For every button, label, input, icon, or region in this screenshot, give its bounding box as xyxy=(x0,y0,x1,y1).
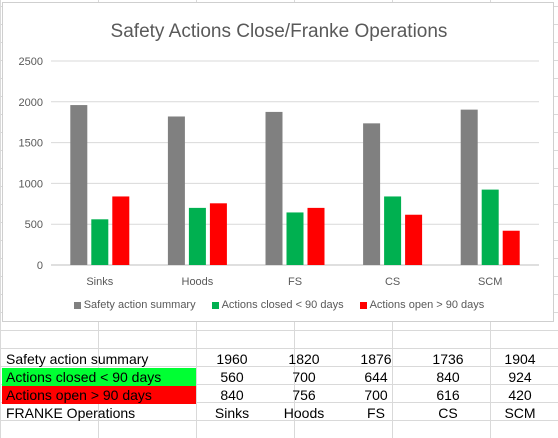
table-cell[interactable]: SCM xyxy=(504,405,536,421)
bar xyxy=(405,214,423,265)
table-cell[interactable]: 1876 xyxy=(360,351,392,367)
legend-label-closed: Actions closed < 90 days xyxy=(221,299,344,311)
legend-swatch-summary xyxy=(73,301,81,309)
x-tick-label: Sinks xyxy=(86,276,113,288)
bar-chart: 0 500 1000 1500 2000 2500 Sinks Hoods FS CS SCM xyxy=(19,56,539,288)
table-cell[interactable]: 700 xyxy=(292,369,316,385)
table-cell[interactable]: Sinks xyxy=(214,405,250,421)
table-cell[interactable]: 756 xyxy=(292,387,316,403)
data-table: Safety action summary 1960 1820 1876 173… xyxy=(2,350,556,422)
chart-title: Safety Actions Close/Franke Operations xyxy=(110,21,448,42)
legend-item-closed: Actions closed < 90 days xyxy=(211,299,344,311)
legend-swatch-closed xyxy=(211,301,219,309)
bar xyxy=(363,123,381,265)
legend-item-open: Actions open > 90 days xyxy=(359,299,485,311)
y-tick-label: 1000 xyxy=(19,178,43,190)
table-cell[interactable]: Actions closed < 90 days xyxy=(2,368,196,386)
bar xyxy=(384,196,402,265)
y-tick-label: 1500 xyxy=(19,138,43,150)
table-cell[interactable]: 1904 xyxy=(504,351,536,367)
bar xyxy=(460,109,478,265)
table-cell[interactable]: 616 xyxy=(436,387,460,403)
chart-container[interactable]: 0 500 1000 1500 2000 2500 Sinks Hoods FS CS SCM Sa… xyxy=(2,2,554,322)
bar xyxy=(70,105,88,266)
legend-label-open: Actions open > 90 days xyxy=(369,299,485,311)
bar xyxy=(502,230,520,265)
table-row: Actions open > 90 days 840 756 700 616 4… xyxy=(2,386,556,404)
table-cell[interactable]: Actions open > 90 days xyxy=(2,386,196,404)
table-cell[interactable]: 560 xyxy=(220,369,244,385)
table-cell[interactable]: 1960 xyxy=(216,351,248,367)
bar xyxy=(481,189,499,265)
bar xyxy=(91,219,109,265)
x-tick-label: CS xyxy=(385,276,400,288)
y-tick-label: 2500 xyxy=(19,56,43,68)
bar xyxy=(307,207,325,265)
bar xyxy=(286,212,304,265)
bar xyxy=(188,207,206,265)
table-cell[interactable]: FRANKE Operations xyxy=(6,405,136,421)
legend-item-summary: Safety action summary xyxy=(73,299,196,311)
x-tick-label: Hoods xyxy=(182,276,214,288)
table-cell[interactable]: 420 xyxy=(508,387,532,403)
table-cell[interactable]: 644 xyxy=(364,369,388,385)
table-cell[interactable]: Safety action summary xyxy=(6,351,149,367)
table-cell[interactable]: 700 xyxy=(364,387,388,403)
table-cell[interactable]: Hoods xyxy=(283,405,325,421)
bar xyxy=(209,203,227,265)
x-tick-label: FS xyxy=(288,276,302,288)
table-cell[interactable]: 1820 xyxy=(288,351,320,367)
legend-label-summary: Safety action summary xyxy=(83,299,196,311)
y-tick-label: 2000 xyxy=(19,97,43,109)
bar xyxy=(167,116,185,265)
table-cell[interactable]: FS xyxy=(367,405,385,421)
table-row: Safety action summary 1960 1820 1876 173… xyxy=(2,350,556,368)
table-cell[interactable]: 924 xyxy=(508,369,532,385)
legend-swatch-open xyxy=(359,301,367,309)
table-cell[interactable]: 1736 xyxy=(432,351,464,367)
table-cell[interactable]: 840 xyxy=(220,387,244,403)
table-row: FRANKE Operations Sinks Hoods FS CS SCM xyxy=(2,404,556,422)
chart-legend: Safety action summary Actions closed < 9… xyxy=(3,299,555,311)
bar xyxy=(265,111,283,266)
bar xyxy=(112,196,130,265)
table-cell[interactable]: CS xyxy=(438,405,458,421)
table-row: Actions closed < 90 days 560 700 644 840… xyxy=(2,368,556,386)
y-tick-label: 500 xyxy=(25,219,43,231)
x-tick-label: SCM xyxy=(478,276,502,288)
table-cell[interactable]: 840 xyxy=(436,369,460,385)
y-tick-label: 0 xyxy=(37,260,43,272)
